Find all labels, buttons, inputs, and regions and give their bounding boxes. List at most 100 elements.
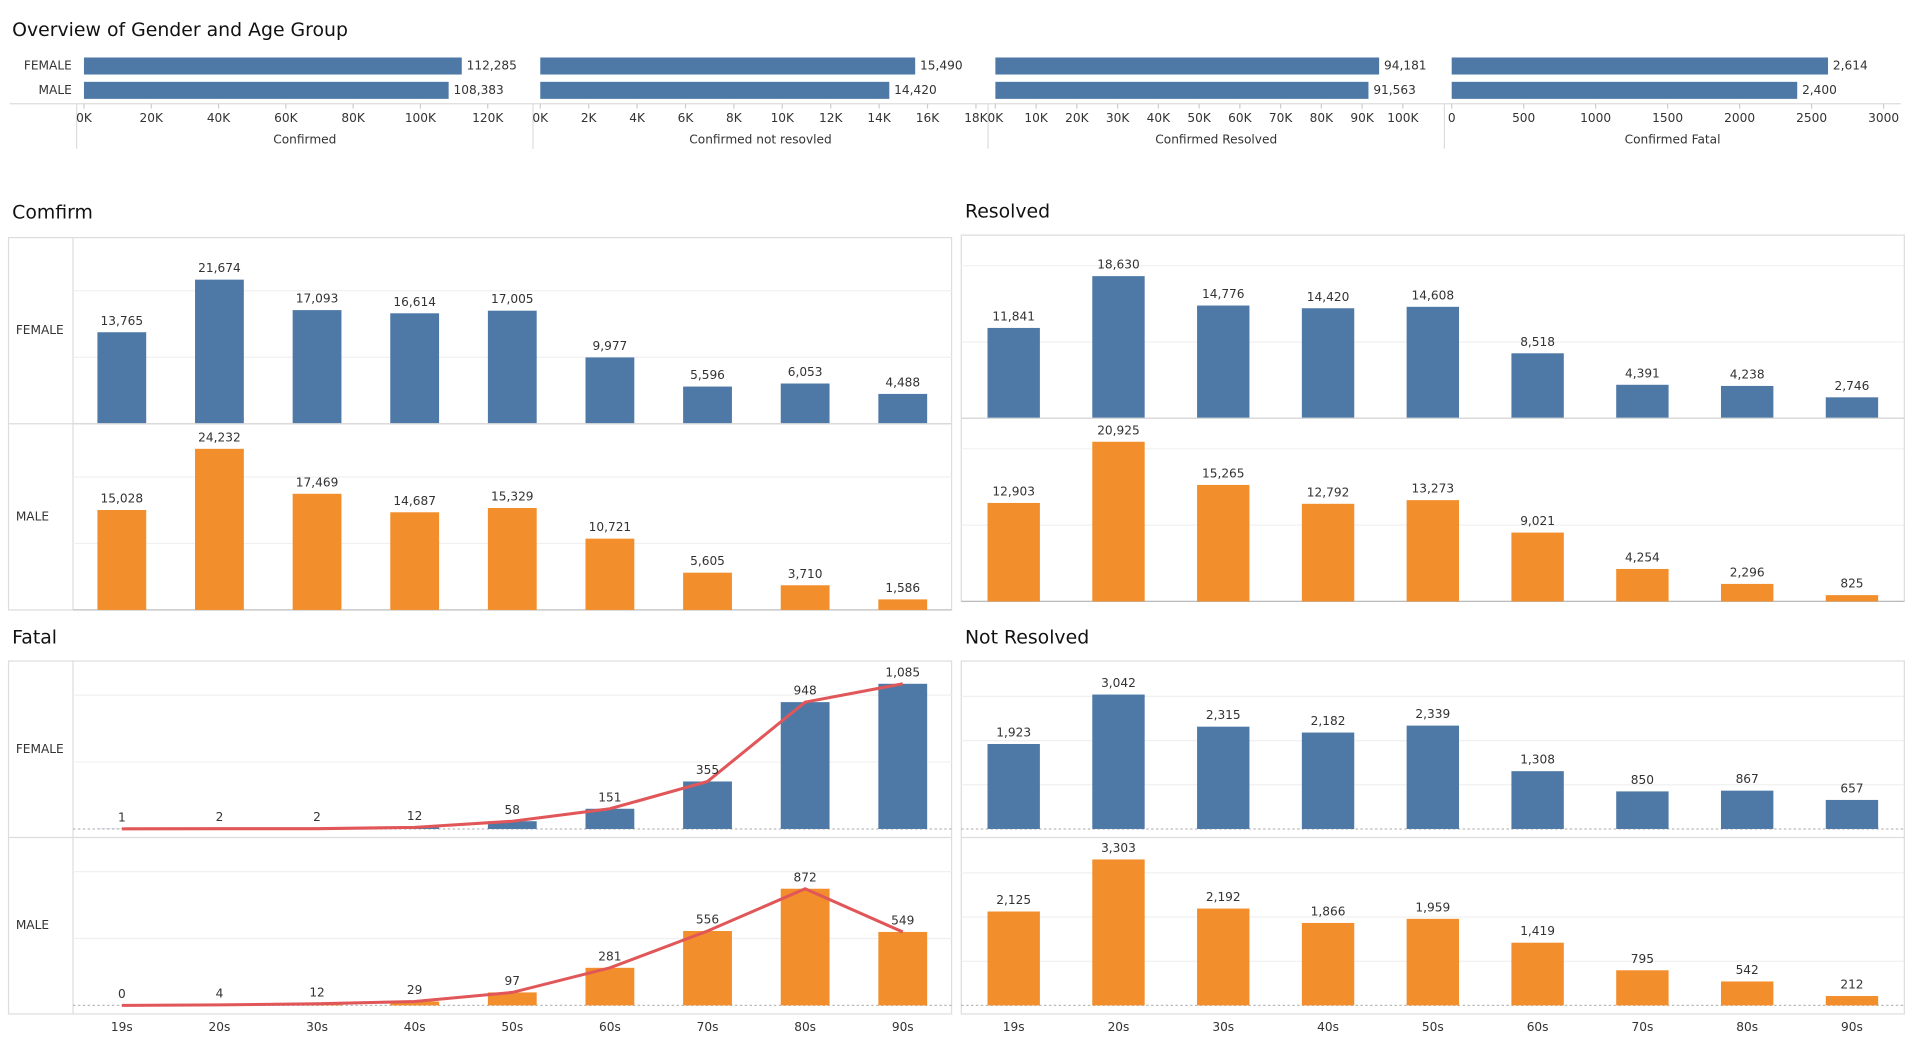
x-tick-label: 0: [1448, 111, 1456, 125]
bar: [683, 931, 732, 1006]
value-label: 151: [598, 790, 621, 804]
value-label: 16,614: [393, 295, 436, 309]
bar: [987, 502, 1040, 602]
value-label: 872: [794, 870, 817, 884]
x-tick-label: 90s: [892, 1020, 914, 1034]
bar: [780, 702, 830, 829]
value-label: 12,792: [1307, 485, 1350, 499]
bar: [585, 967, 635, 1006]
value-label: 2,182: [1311, 714, 1346, 728]
value-label: 1,308: [1520, 753, 1555, 767]
value-label: 9,977: [592, 339, 627, 353]
bar: [487, 508, 537, 610]
x-tick-label: 4K: [629, 111, 646, 125]
row-label: FEMALE: [16, 323, 64, 337]
value-label: 542: [1736, 963, 1759, 977]
bar: [1720, 790, 1774, 829]
x-tick-label: 30K: [1106, 111, 1130, 125]
value-label: 867: [1736, 772, 1759, 786]
bar: [1197, 484, 1250, 602]
bar: [878, 599, 928, 610]
x-tick-label: 70K: [1269, 111, 1293, 125]
x-tick-label: 1500: [1652, 111, 1683, 125]
bar: [780, 888, 830, 1006]
x-tick-label: 20s: [209, 1020, 231, 1034]
bar: [390, 512, 440, 610]
bar: [292, 310, 342, 424]
x-tick-label: 0K: [532, 111, 549, 125]
bar: [487, 992, 537, 1006]
x-tick-label: 30s: [1212, 1020, 1234, 1034]
value-label: 13,273: [1412, 482, 1455, 496]
value-label: 91,563: [1373, 83, 1416, 97]
value-label: 14,687: [393, 494, 436, 508]
row-label: MALE: [16, 509, 49, 523]
value-label: 97: [505, 974, 520, 988]
value-label: 20,925: [1097, 423, 1140, 437]
x-tick-label: 70s: [1631, 1020, 1653, 1034]
value-label: 29: [407, 983, 422, 997]
x-tick-label: 8K: [726, 111, 743, 125]
x-tick-label: 0K: [988, 111, 1005, 125]
bar: [1616, 568, 1669, 602]
x-axis-title: Confirmed Fatal: [1625, 133, 1721, 147]
x-tick-label: 40K: [207, 111, 231, 125]
value-label: 15,490: [920, 59, 963, 73]
value-label: 21,674: [198, 261, 241, 275]
value-label: 24,232: [198, 430, 241, 444]
bar: [987, 911, 1040, 1006]
x-tick-label: 3000: [1868, 111, 1899, 125]
bar: [1197, 305, 1250, 419]
dashboard-title: Overview of Gender and Age Group: [12, 19, 348, 41]
value-label: 3,710: [788, 567, 823, 581]
value-label: 657: [1840, 781, 1863, 795]
bar: [195, 448, 244, 610]
value-label: 2,339: [1415, 707, 1450, 721]
bar: [83, 57, 462, 75]
value-label: 3,042: [1101, 676, 1136, 690]
bar: [1720, 981, 1774, 1006]
row-label: FEMALE: [16, 742, 64, 756]
bar: [487, 821, 537, 829]
trend-line: [121, 682, 904, 831]
bar: [195, 279, 244, 424]
value-label: 4,238: [1730, 367, 1765, 381]
value-label: 17,093: [296, 292, 339, 306]
value-label: 556: [696, 913, 719, 927]
bar: [1406, 725, 1460, 829]
bar: [878, 683, 928, 829]
value-label: 850: [1631, 773, 1654, 787]
value-label: 2: [313, 810, 321, 824]
value-label: 15,028: [101, 492, 144, 506]
value-label: 1,866: [1311, 904, 1346, 918]
x-axis-title: Confirmed Resolved: [1155, 133, 1277, 147]
bar: [1511, 532, 1564, 602]
value-label: 948: [794, 684, 817, 698]
value-label: 12,903: [992, 485, 1035, 499]
value-label: 0: [118, 987, 126, 1001]
x-tick-label: 30s: [306, 1020, 328, 1034]
x-tick-label: 60K: [274, 111, 298, 125]
x-tick-label: 80s: [1736, 1020, 1758, 1034]
x-tick-label: 2000: [1724, 111, 1755, 125]
bar: [1825, 595, 1879, 602]
bar: [1511, 353, 1564, 419]
x-tick-label: 80s: [794, 1020, 816, 1034]
value-label: 12: [309, 985, 324, 999]
x-tick-label: 70s: [697, 1020, 719, 1034]
bar: [1451, 81, 1798, 99]
value-label: 15,265: [1202, 466, 1245, 480]
row-label: MALE: [16, 918, 49, 932]
x-tick-label: 40s: [1317, 1020, 1339, 1034]
bar: [540, 81, 890, 99]
value-label: 2,746: [1835, 379, 1870, 393]
bar: [585, 357, 635, 424]
bar: [1406, 306, 1460, 419]
x-tick-label: 2500: [1796, 111, 1827, 125]
x-tick-label: 60s: [599, 1020, 621, 1034]
value-label: 13,765: [101, 314, 144, 328]
x-tick-label: 40s: [404, 1020, 426, 1034]
bar: [1301, 732, 1355, 829]
x-tick-label: 20s: [1108, 1020, 1130, 1034]
bar: [83, 81, 449, 99]
